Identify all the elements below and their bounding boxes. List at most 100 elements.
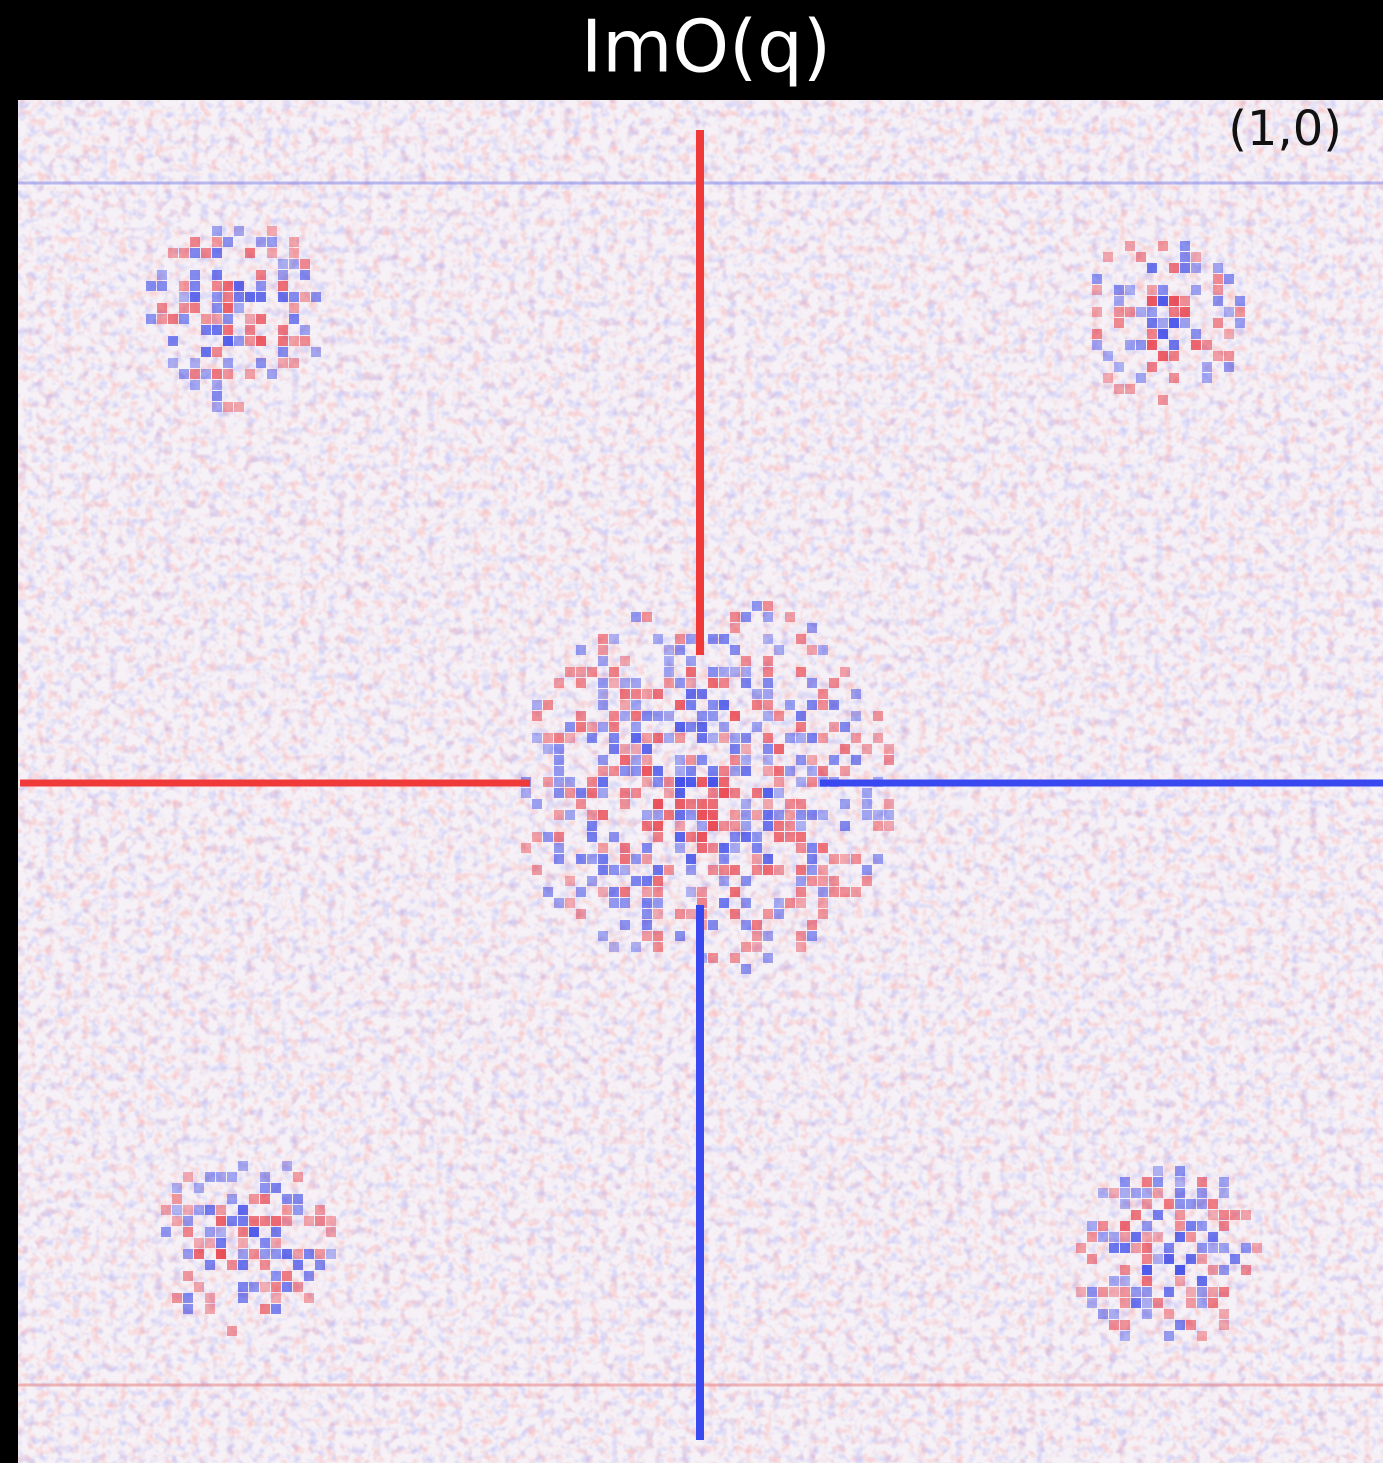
speckle: [1175, 1221, 1185, 1231]
speckle: [1219, 1287, 1229, 1297]
speckle: [1224, 307, 1234, 317]
speckle: [719, 898, 729, 908]
speckle: [697, 898, 707, 908]
speckle: [1147, 263, 1157, 273]
speckle: [807, 766, 817, 776]
speckle: [620, 898, 630, 908]
speckle: [532, 832, 542, 842]
speckle: [675, 821, 685, 831]
speckle: [227, 1260, 237, 1270]
speckle: [212, 402, 222, 412]
speckle: [818, 689, 828, 699]
speckle: [1153, 1188, 1163, 1198]
speckle: [598, 931, 608, 941]
speckle: [256, 358, 266, 368]
speckle: [708, 810, 718, 820]
speckle: [818, 843, 828, 853]
speckle: [741, 667, 751, 677]
speckle: [752, 788, 762, 798]
speckle: [1219, 1210, 1229, 1220]
speckle: [1120, 1331, 1130, 1341]
speckle: [212, 391, 222, 401]
speckle: [1191, 329, 1201, 339]
speckle: [190, 380, 200, 390]
speckle: [818, 865, 828, 875]
speckle: [1114, 362, 1124, 372]
speckle: [1153, 1254, 1163, 1264]
speckle: [708, 711, 718, 721]
speckle: [289, 358, 299, 368]
speckle: [796, 810, 806, 820]
speckle: [675, 700, 685, 710]
speckle: [686, 777, 696, 787]
speckle: [796, 832, 806, 842]
speckle: [1208, 1243, 1218, 1253]
speckle: [554, 843, 564, 853]
speckle: [1208, 1287, 1218, 1297]
speckle: [686, 832, 696, 842]
speckle: [598, 777, 608, 787]
speckle: [598, 634, 608, 644]
speckle: [697, 722, 707, 732]
speckle: [565, 667, 575, 677]
speckle: [653, 832, 663, 842]
speckle: [223, 314, 233, 324]
speckle: [554, 832, 564, 842]
speckle: [216, 1205, 226, 1215]
speckle: [752, 832, 762, 842]
speckle: [293, 1172, 303, 1182]
speckle: [620, 744, 630, 754]
speckle: [653, 634, 663, 644]
speckle: [840, 722, 850, 732]
speckle: [205, 1260, 215, 1270]
speckle: [653, 711, 663, 721]
speckle: [752, 700, 762, 710]
speckle: [1153, 1166, 1163, 1176]
title: ImO(q): [581, 5, 831, 89]
speckle: [172, 1293, 182, 1303]
speckle: [212, 314, 222, 324]
speckle: [256, 336, 266, 346]
speckle: [785, 832, 795, 842]
speckle: [686, 656, 696, 666]
speckle: [708, 821, 718, 831]
speckle: [686, 700, 696, 710]
speckle: [730, 953, 740, 963]
speckle: [1164, 1287, 1174, 1297]
speckle: [796, 711, 806, 721]
speckle: [1191, 263, 1201, 273]
speckle: [741, 942, 751, 952]
speckle: [884, 755, 894, 765]
speckle: [620, 700, 630, 710]
speckle: [686, 678, 696, 688]
speckle: [598, 887, 608, 897]
speckle: [708, 799, 718, 809]
speckle: [1219, 1309, 1229, 1319]
speckle: [1092, 340, 1102, 350]
speckle: [862, 876, 872, 886]
speckle: [675, 755, 685, 765]
speckle: [315, 1216, 325, 1226]
speckle: [631, 700, 641, 710]
speckle: [587, 854, 597, 864]
speckle: [763, 612, 773, 622]
speckle: [1175, 1199, 1185, 1209]
speckle: [1158, 318, 1168, 328]
speckle: [653, 689, 663, 699]
speckle: [1147, 318, 1157, 328]
speckle: [1087, 1287, 1097, 1297]
speckle: [1235, 296, 1245, 306]
speckle: [1120, 1199, 1130, 1209]
speckle: [1109, 1320, 1119, 1330]
speckle: [1180, 263, 1190, 273]
speckle: [697, 755, 707, 765]
speckle: [642, 898, 652, 908]
speckle: [587, 810, 597, 820]
speckle: [278, 292, 288, 302]
speckle: [587, 876, 597, 886]
speckle: [796, 887, 806, 897]
speckle: [763, 865, 773, 875]
speckle: [763, 601, 773, 611]
speckle: [1175, 1320, 1185, 1330]
speckle: [675, 931, 685, 941]
